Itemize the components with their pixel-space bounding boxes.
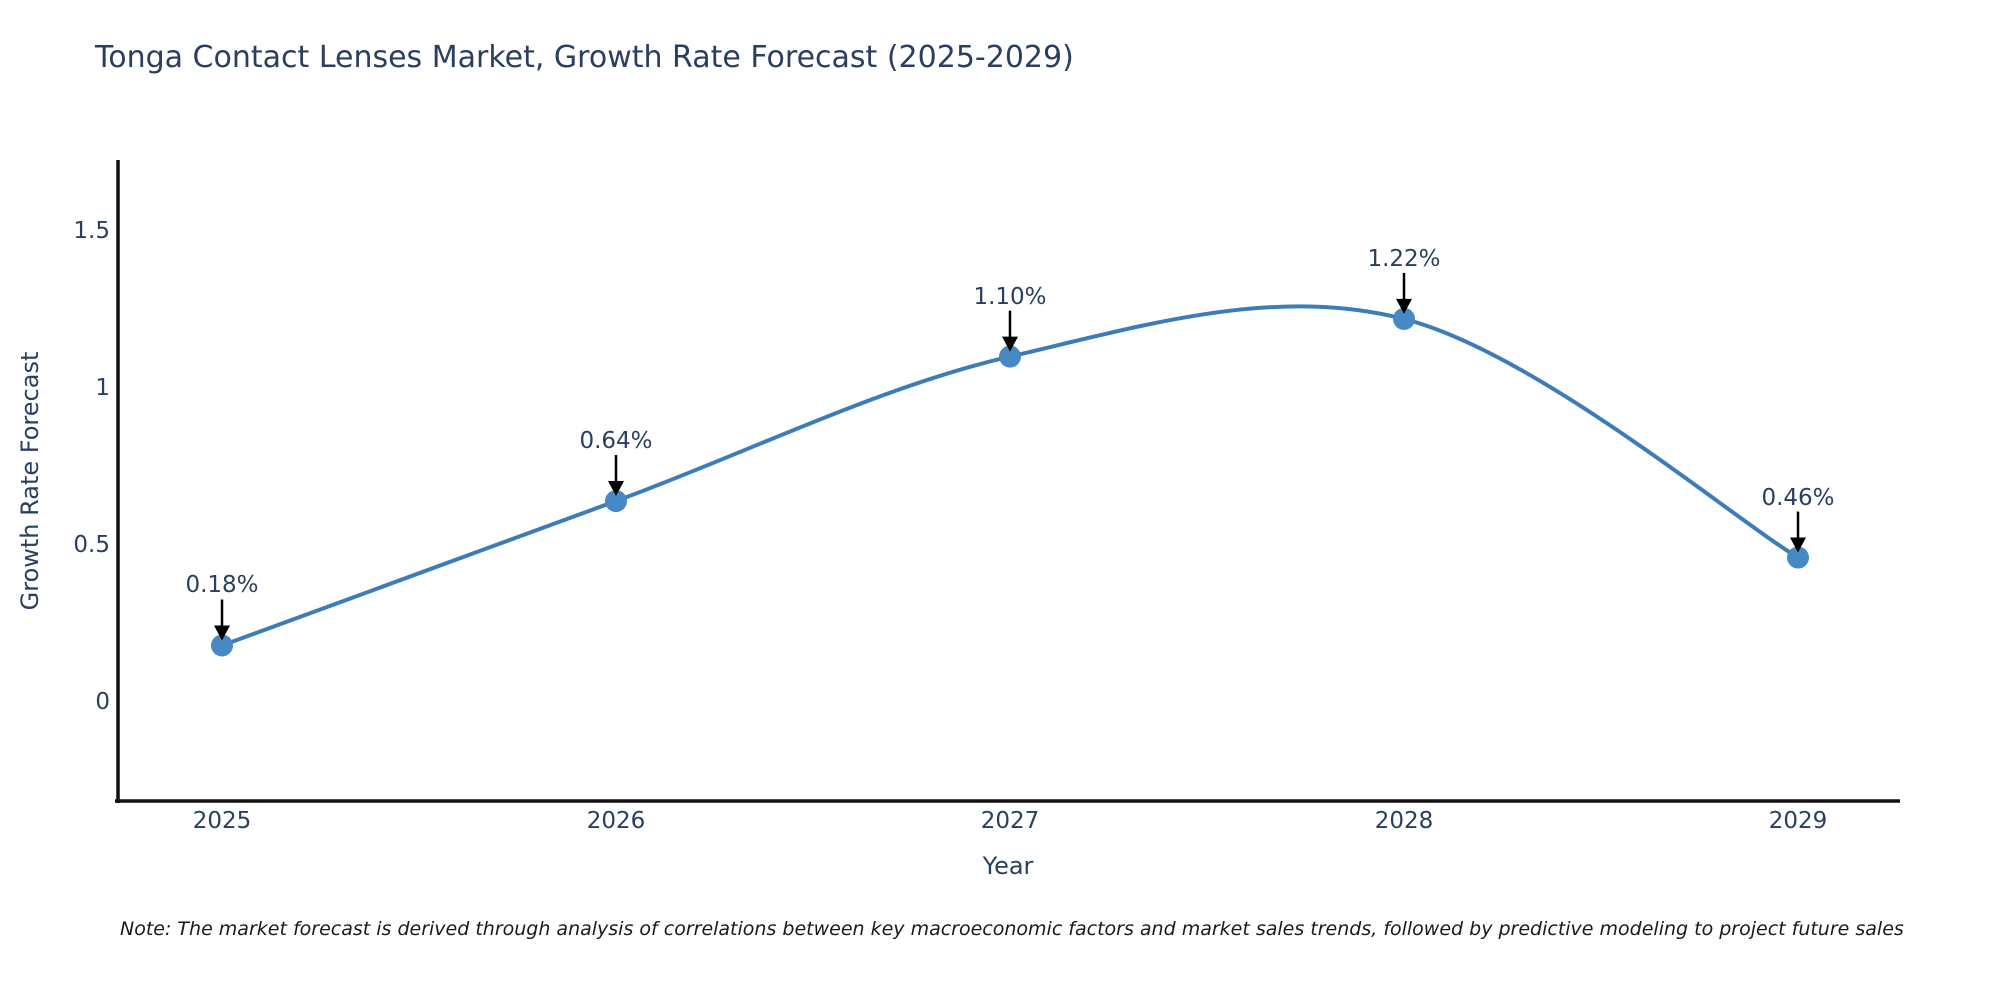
x-tick-label: 2025: [192, 808, 252, 834]
data-point-marker: [1393, 307, 1415, 330]
x-tick-label: 2029: [1768, 808, 1828, 834]
data-point-marker: [999, 345, 1021, 368]
y-axis-title: Growth Rate Forecast: [16, 351, 44, 611]
y-tick-label: 0: [95, 689, 110, 715]
y-tick-label: 1.5: [73, 218, 110, 244]
annotation-arrows: [214, 272, 1806, 641]
x-tick-label: 2027: [980, 808, 1040, 834]
annotation-arrowhead: [1396, 298, 1412, 314]
y-tick-label: 1: [95, 375, 110, 401]
chart-title: Tonga Contact Lenses Market, Growth Rate…: [95, 40, 1074, 75]
point-value-label: 1.10%: [973, 283, 1047, 310]
data-point-marker: [605, 490, 627, 513]
x-axis-title: Year: [982, 852, 1034, 880]
y-tick-label: 0.5: [73, 532, 110, 558]
axes: [115, 160, 1900, 803]
annotation-arrowhead: [1790, 537, 1806, 553]
data-point-marker: [1787, 546, 1809, 569]
line-series: [211, 304, 1809, 657]
annotation-arrowhead: [608, 481, 624, 497]
annotation-arrowhead: [214, 625, 230, 641]
point-value-label: 0.46%: [1761, 484, 1835, 511]
x-tick-label: 2026: [586, 808, 646, 834]
footnote: Note: The market forecast is derived thr…: [120, 918, 1904, 940]
data-point-marker: [211, 634, 233, 657]
point-value-label: 1.22%: [1367, 245, 1441, 272]
annotation-arrowhead: [1002, 336, 1018, 352]
point-value-label: 0.18%: [185, 572, 259, 599]
x-tick-label: 2028: [1374, 808, 1434, 834]
point-value-label: 0.64%: [579, 428, 653, 455]
